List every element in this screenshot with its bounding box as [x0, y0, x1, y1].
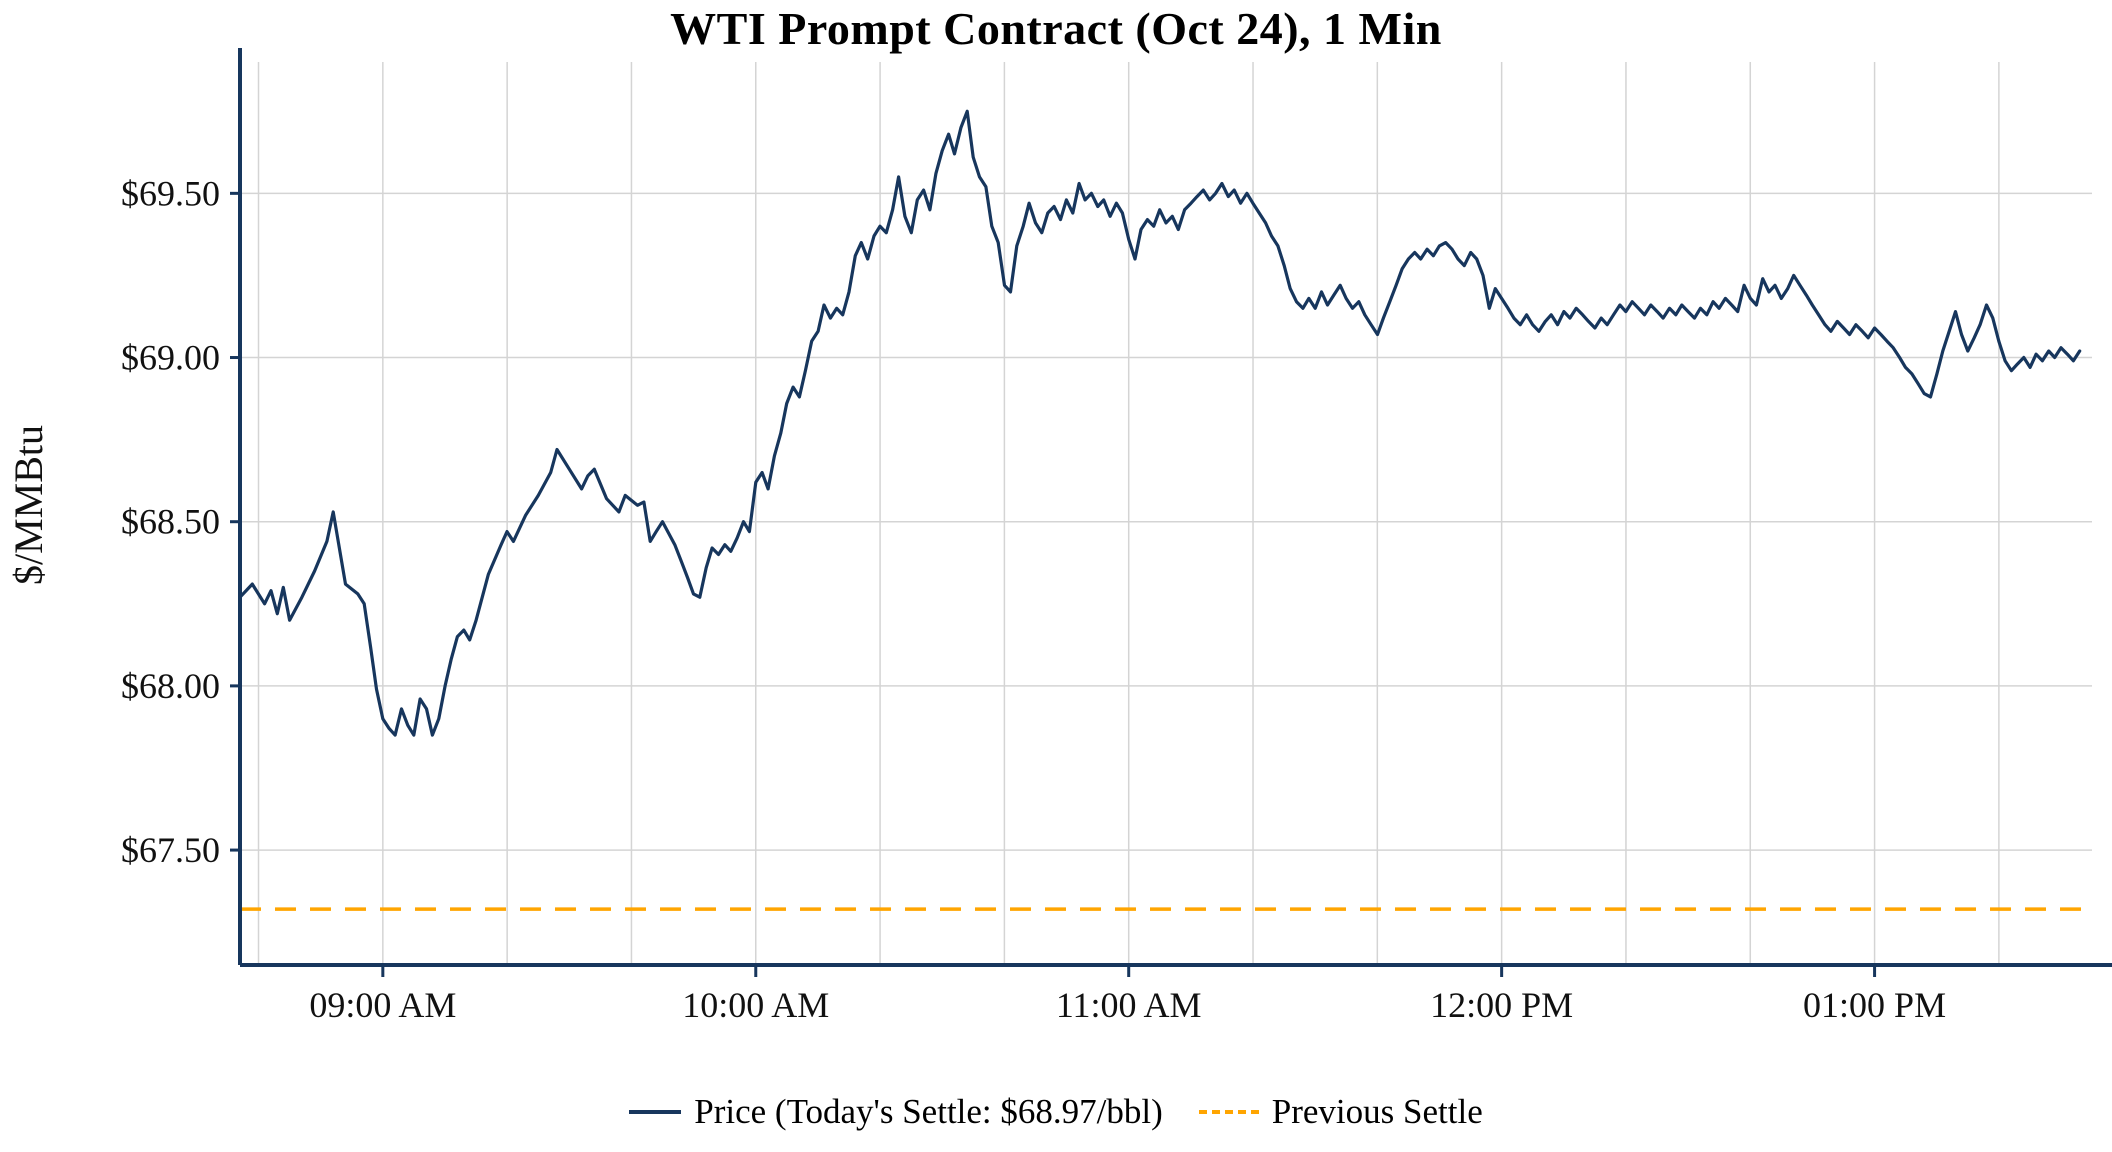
- y-tick-label: $67.50: [121, 830, 220, 870]
- x-tick-label: 10:00 AM: [682, 985, 829, 1025]
- y-tick-label: $69.00: [121, 338, 220, 378]
- previous-settle-swatch-icon: [1198, 1110, 1259, 1114]
- x-tick-label: 11:00 AM: [1056, 985, 1202, 1025]
- price-line: [238, 109, 2082, 737]
- price-chart-plot: $/MMBtu 09:00 AM 10:00 AM 11:00 AM 12:00 PM…: [6, 48, 2112, 1025]
- chart-title: WTI Prompt Contract (Oct 24), 1 Min: [670, 3, 1442, 54]
- y-axis-label: $/MMBtu: [6, 425, 51, 585]
- x-tick-label: 09:00 AM: [309, 985, 456, 1025]
- x-tick-label: 01:00 PM: [1803, 985, 1946, 1025]
- previous-settle-legend-label: Previous Settle: [1271, 1092, 1483, 1131]
- chart-legend: Price (Today's Settle: $68.97/bbl) Previ…: [0, 1082, 2112, 1142]
- y-tick-label: $69.50: [121, 173, 220, 213]
- y-tick-label: $68.00: [121, 666, 220, 706]
- x-tick-label: 12:00 PM: [1430, 985, 1573, 1025]
- price-line-swatch-icon: [629, 1110, 682, 1114]
- y-tick-label: $68.50: [121, 502, 220, 542]
- price-legend-label: Price (Today's Settle: $68.97/bbl): [694, 1092, 1163, 1131]
